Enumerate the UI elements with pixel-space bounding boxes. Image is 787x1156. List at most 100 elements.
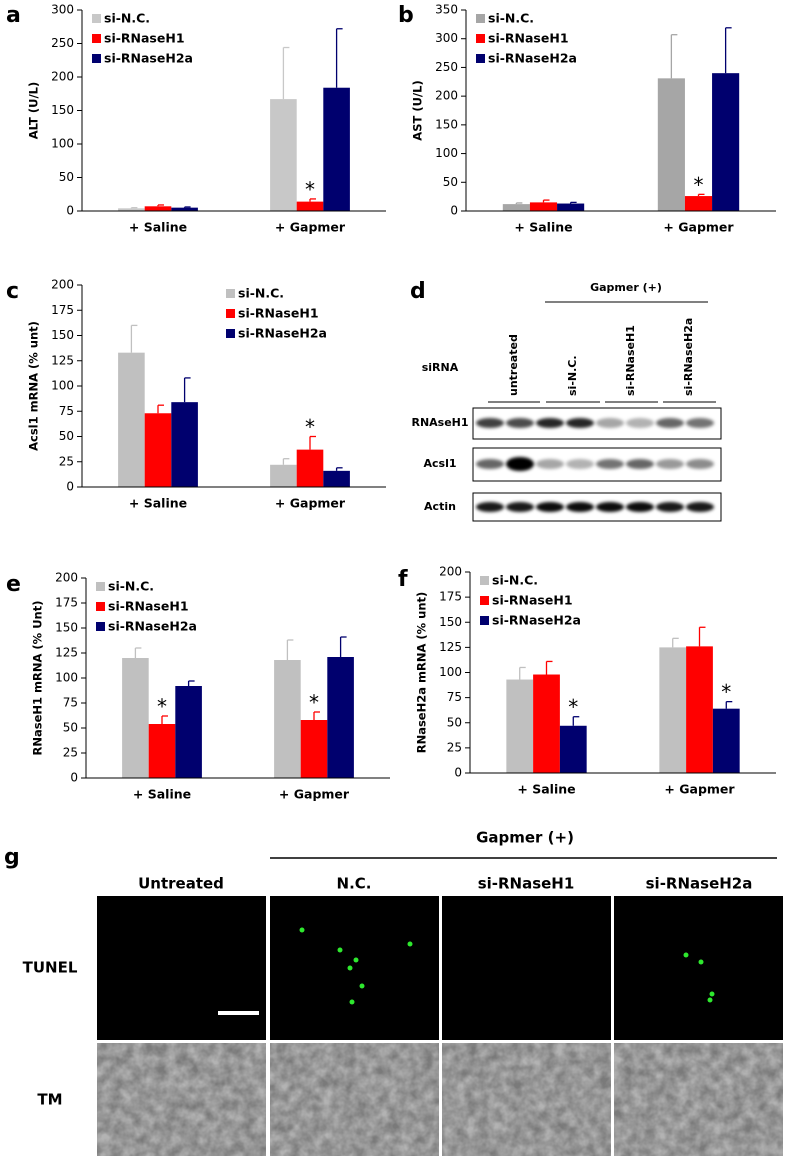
y-tick-label: 75: [447, 690, 462, 704]
bar: [270, 464, 297, 487]
y-tick-label: 175: [439, 590, 462, 604]
y-axis-label: AST (U/L): [411, 80, 425, 140]
legend-swatch: [92, 34, 101, 43]
error-bar: [697, 193, 705, 197]
x-tick-label: + Saline: [517, 782, 575, 797]
y-axis-label: ALT (U/L): [27, 82, 41, 140]
y-tick-label: 200: [51, 278, 74, 292]
bar: [122, 658, 149, 778]
column-label: si-RNaseH2a: [646, 875, 753, 893]
error-bar: [572, 716, 580, 726]
legend-swatch: [480, 616, 489, 625]
micrograph-header: Gapmer (+): [476, 829, 574, 847]
y-tick-label: 100: [51, 137, 74, 151]
error-bar: [286, 639, 294, 660]
legend-swatch: [226, 329, 235, 338]
bar: [657, 78, 685, 211]
tm-texture: [442, 1043, 611, 1156]
x-tick-label: + Saline: [129, 220, 187, 235]
error-bar: [183, 206, 191, 208]
bar-chart: b AST (U/L) 0 50 100 150 200 250 300 350 + Saline +…: [398, 3, 776, 235]
legend-label: si-RNaseH1: [238, 306, 319, 321]
bar: [659, 647, 687, 773]
tunel-image: [270, 896, 439, 1040]
band: [536, 459, 564, 469]
bar: [118, 352, 145, 487]
legend-label: si-N.C.: [108, 579, 154, 594]
y-tick-label: 50: [59, 170, 74, 184]
legend-label: si-RNaseH1: [488, 31, 569, 46]
tunel-signal: [299, 927, 305, 933]
bar: [557, 203, 585, 211]
error-bar: [309, 198, 316, 202]
legend-label: si-RNaseH2a: [238, 326, 327, 341]
legend-label: si-RNaseH1: [492, 593, 573, 608]
bar: [148, 724, 176, 778]
error-bar: [161, 715, 168, 724]
significance-marker: *: [305, 415, 315, 439]
error-bar: [335, 467, 343, 471]
error-bar: [282, 46, 290, 100]
bar: [171, 207, 198, 211]
micrographs: g Gapmer (+) Untreated N.C. si-RNaseH1 s…: [4, 829, 783, 1156]
band: [566, 502, 594, 512]
significance-marker: *: [568, 695, 578, 719]
panel-label: g: [4, 845, 20, 870]
y-tick-label: 150: [55, 621, 78, 635]
column-label: N.C.: [337, 875, 372, 893]
y-tick-label: 0: [454, 766, 462, 780]
lane-label: si-RNaseH1: [624, 325, 637, 396]
y-tick-label: 250: [51, 36, 74, 50]
bar: [300, 720, 328, 778]
bar: [296, 449, 324, 487]
band: [476, 459, 504, 469]
band: [626, 418, 654, 428]
bar: [559, 725, 587, 773]
legend-label: si-N.C.: [104, 11, 150, 26]
legend-label: si-RNaseH1: [104, 31, 185, 46]
y-axis-label: RNaseH1 mRNA (% Unt): [31, 601, 45, 756]
legend-swatch: [92, 14, 101, 23]
y-tick-label: 25: [59, 454, 74, 468]
y-axis-label: RNaseH2a mRNA (% unt): [415, 592, 429, 754]
error-bar: [515, 202, 523, 205]
tunel-image: [97, 896, 266, 1040]
error-bar: [335, 28, 343, 88]
row-label: siRNA: [422, 361, 459, 374]
legend-label: si-RNaseH2a: [104, 51, 193, 66]
error-bar: [130, 206, 138, 209]
legend-swatch: [96, 602, 105, 611]
tunel-signal: [359, 983, 365, 989]
band: [476, 502, 504, 512]
band: [506, 457, 534, 471]
y-tick-label: 0: [66, 204, 74, 218]
bar: [502, 204, 530, 211]
y-tick-label: 125: [51, 353, 74, 367]
band: [686, 459, 714, 469]
y-tick-label: 75: [63, 696, 78, 710]
bar-chart: c Acsl1 mRNA (% unt) 0 25 50 75 100 125 150 175 20…: [6, 278, 386, 511]
y-tick-label: 150: [435, 117, 458, 131]
band: [536, 418, 564, 428]
bar: [506, 679, 534, 773]
error-bar: [309, 435, 316, 450]
bar: [712, 708, 740, 773]
band: [656, 459, 684, 469]
panel-label: f: [398, 567, 408, 592]
legend-label: si-RNaseH2a: [108, 619, 197, 634]
y-tick-label: 125: [439, 640, 462, 654]
band: [656, 502, 684, 512]
error-bar: [313, 711, 320, 720]
error-bar: [698, 626, 706, 647]
tunel-signal: [698, 959, 704, 965]
y-tick-label: 100: [435, 146, 458, 160]
tunel-signal: [707, 997, 713, 1003]
band: [566, 418, 594, 428]
bar: [533, 674, 560, 773]
tunel-signal: [683, 952, 689, 958]
y-tick-label: 350: [435, 3, 458, 17]
band: [596, 418, 624, 428]
tunel-signal: [353, 957, 359, 963]
legend-label: si-RNaseH2a: [492, 613, 581, 628]
